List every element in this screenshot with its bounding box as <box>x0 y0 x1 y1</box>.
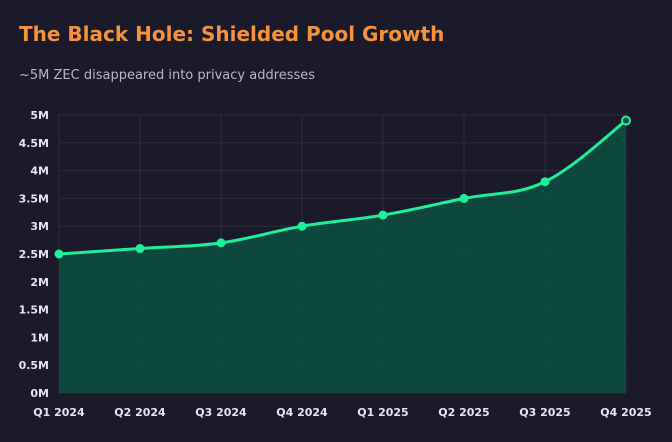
x-tick-label: Q2 2025 <box>438 406 489 419</box>
x-tick-label: Q1 2025 <box>357 406 408 419</box>
x-tick-label: Q3 2025 <box>519 406 570 419</box>
data-point[interactable] <box>540 177 550 187</box>
x-tick-label: Q2 2024 <box>114 406 166 419</box>
y-axis-labels: 0M 0.5M 1M 1.5M 2M 2.5M 3M 3.5M 4M 4.5M 5M <box>19 109 49 400</box>
data-point[interactable] <box>135 243 145 253</box>
y-tick-label: 5M <box>30 109 49 122</box>
chart-subtitle: ~5M ZEC disappeared into privacy address… <box>19 68 316 83</box>
chart-title: The Black Hole: Shielded Pool Growth <box>19 22 445 46</box>
data-point[interactable] <box>216 238 226 248</box>
area-layer <box>59 120 626 393</box>
y-tick-label: 0M <box>30 387 49 400</box>
data-point[interactable] <box>459 193 469 203</box>
x-tick-label: Q3 2024 <box>195 406 247 419</box>
y-tick-label: 2.5M <box>19 248 49 261</box>
data-point[interactable] <box>54 249 64 259</box>
y-tick-label: 4.5M <box>19 137 49 150</box>
y-tick-label: 1.5M <box>19 304 49 317</box>
y-tick-label: 2M <box>30 276 49 289</box>
data-point[interactable] <box>297 221 307 231</box>
y-tick-label: 4M <box>30 165 49 178</box>
x-tick-label: Q4 2025 <box>600 406 651 419</box>
x-tick-label: Q1 2024 <box>33 406 85 419</box>
series-area <box>59 120 626 393</box>
x-axis-labels: Q1 2024 Q2 2024 Q3 2024 Q4 2024 Q1 2025 Q2 20… <box>33 406 651 419</box>
point-layer <box>54 115 631 259</box>
y-tick-label: 1M <box>30 331 49 344</box>
data-point[interactable] <box>621 115 631 126</box>
data-point[interactable] <box>378 210 388 220</box>
y-tick-label: 0.5M <box>19 359 49 372</box>
y-tick-label: 3.5M <box>19 192 49 205</box>
y-tick-label: 3M <box>30 220 49 233</box>
x-tick-label: Q4 2024 <box>276 406 328 419</box>
